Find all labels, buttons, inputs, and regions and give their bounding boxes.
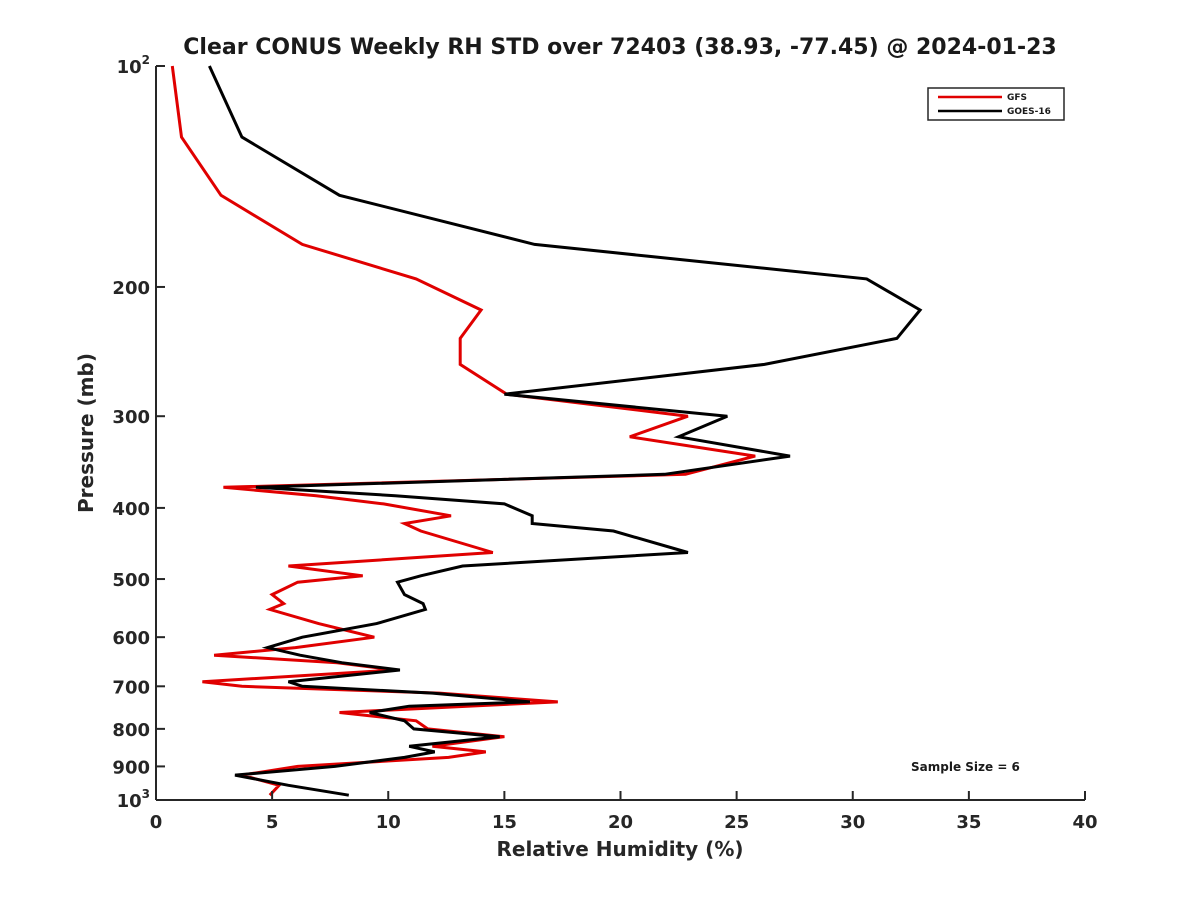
sample-size-annotation: Sample Size = 6 <box>911 760 1020 774</box>
legend-label: GFS <box>1007 93 1027 103</box>
y-tick-label: 200 <box>112 278 150 299</box>
y-tick-label: 700 <box>112 677 150 698</box>
x-tick-label: 15 <box>492 812 517 833</box>
y-tick-label: 900 <box>112 757 150 778</box>
x-tick-label: 35 <box>956 812 981 833</box>
chart-title: Clear CONUS Weekly RH STD over 72403 (38… <box>183 35 1056 60</box>
plot-area <box>156 66 1085 800</box>
y-tick-label: 600 <box>112 628 150 649</box>
y-ticks: 102 200 300 400 500 600 700 800 900 103 <box>112 53 165 812</box>
x-tick-label: 25 <box>724 812 749 833</box>
x-tick-label: 40 <box>1072 812 1097 833</box>
x-axis-label: Relative Humidity (%) <box>496 837 743 861</box>
y-tick-label: 400 <box>112 499 150 520</box>
series-layer <box>170 65 923 797</box>
y-tick-label: 102 <box>117 53 150 78</box>
y-tick-label: 300 <box>112 407 150 428</box>
y-tick-label: 103 <box>117 787 150 812</box>
y-axis-label: Pressure (mb) <box>74 353 98 513</box>
legend-box <box>927 87 1065 121</box>
series-line-goes-16 <box>208 65 923 797</box>
x-tick-label: 20 <box>608 812 633 833</box>
legend: GFS GOES-16 <box>927 87 1065 121</box>
x-tick-label: 0 <box>150 812 163 833</box>
plot-frame <box>156 66 1085 800</box>
x-tick-label: 10 <box>376 812 401 833</box>
x-tick-label: 30 <box>840 812 865 833</box>
y-tick-label: 500 <box>112 570 150 591</box>
x-tick-label: 5 <box>266 812 279 833</box>
x-ticks: 0 5 10 15 20 25 30 35 40 <box>150 791 1098 833</box>
y-tick-label: 800 <box>112 720 150 741</box>
legend-label: GOES-16 <box>1007 107 1051 117</box>
